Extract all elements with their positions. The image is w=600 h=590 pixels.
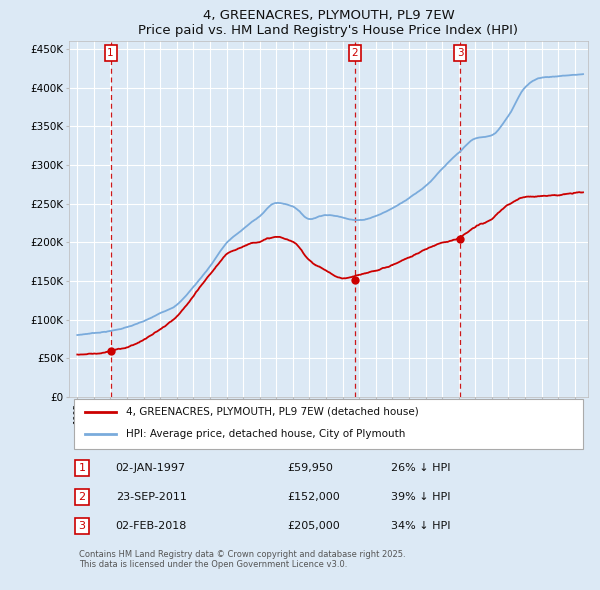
Text: 3: 3 [457, 48, 463, 58]
Text: 2: 2 [79, 492, 86, 502]
Text: 02-FEB-2018: 02-FEB-2018 [116, 522, 187, 532]
Text: 26% ↓ HPI: 26% ↓ HPI [391, 463, 450, 473]
Text: HPI: Average price, detached house, City of Plymouth: HPI: Average price, detached house, City… [126, 430, 406, 440]
Text: 34% ↓ HPI: 34% ↓ HPI [391, 522, 450, 532]
Text: 1: 1 [107, 48, 114, 58]
FancyBboxPatch shape [74, 399, 583, 450]
Text: 02-JAN-1997: 02-JAN-1997 [116, 463, 186, 473]
Text: £205,000: £205,000 [287, 522, 340, 532]
Text: 1: 1 [79, 463, 85, 473]
Text: 23-SEP-2011: 23-SEP-2011 [116, 492, 187, 502]
Text: 2: 2 [352, 48, 358, 58]
Text: Contains HM Land Registry data © Crown copyright and database right 2025.
This d: Contains HM Land Registry data © Crown c… [79, 550, 406, 569]
Text: 39% ↓ HPI: 39% ↓ HPI [391, 492, 450, 502]
Text: 4, GREENACRES, PLYMOUTH, PL9 7EW (detached house): 4, GREENACRES, PLYMOUTH, PL9 7EW (detach… [126, 407, 419, 417]
Title: 4, GREENACRES, PLYMOUTH, PL9 7EW
Price paid vs. HM Land Registry's House Price I: 4, GREENACRES, PLYMOUTH, PL9 7EW Price p… [139, 9, 518, 37]
Text: 3: 3 [79, 522, 85, 532]
Text: £152,000: £152,000 [287, 492, 340, 502]
Text: £59,950: £59,950 [287, 463, 333, 473]
